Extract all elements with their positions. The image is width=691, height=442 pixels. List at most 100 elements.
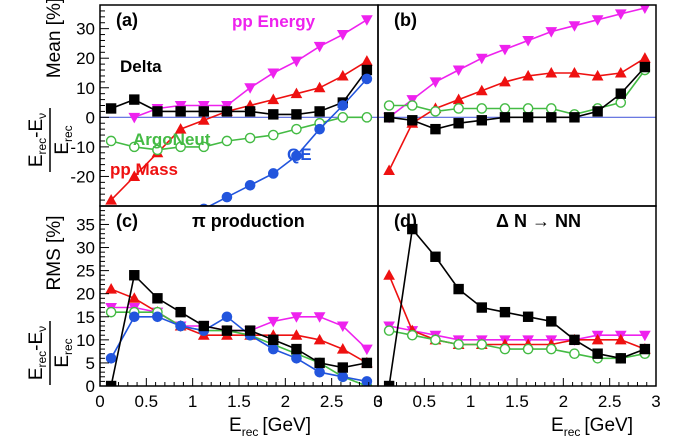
- series-annotation-pp-energy: pp Energy: [232, 12, 316, 31]
- data-point-pp-mass: [105, 283, 117, 294]
- data-point-argoneut: [430, 334, 441, 346]
- y-tick-label: 20: [76, 49, 95, 68]
- data-point-delta: [244, 325, 256, 336]
- series-line-pp-mass: [388, 57, 646, 171]
- data-point-delta: [546, 112, 557, 123]
- data-point-delta: [476, 302, 487, 313]
- panel-frame: [99, 205, 379, 387]
- panel-title: Δ N → NN: [496, 211, 581, 231]
- xlabel-unit: [GeV]: [584, 415, 633, 436]
- data-point-delta: [268, 334, 279, 346]
- series-qe: [199, 73, 373, 206]
- data-point-delta: [522, 112, 534, 123]
- data-point-delta: [383, 380, 395, 386]
- xlabel-unit: [GeV]: [262, 415, 311, 436]
- num-sub2: ν: [35, 113, 49, 119]
- data-point-argoneut: [383, 325, 395, 336]
- data-point-argoneut: [361, 112, 373, 123]
- data-point-delta: [244, 106, 256, 117]
- data-point-pp-energy: [290, 56, 303, 68]
- data-point-delta: [129, 270, 140, 281]
- data-point-delta: [221, 106, 233, 117]
- data-point-pp-energy: [128, 112, 141, 124]
- data-point-argoneut: [383, 100, 395, 111]
- y-tick-label: 0: [86, 377, 95, 396]
- num-sub2: ν: [35, 326, 49, 332]
- panel-title: π production: [192, 211, 305, 231]
- data-point-pp-mass: [290, 329, 303, 340]
- series-annotation-delta: Delta: [120, 57, 162, 76]
- series-line-pp-energy: [388, 325, 645, 341]
- data-point-pp-mass: [545, 66, 558, 78]
- xlabel-E: E: [551, 415, 564, 436]
- data-point-delta: [383, 112, 395, 123]
- data-point-pp-mass: [361, 55, 373, 66]
- data-point-delta: [569, 334, 580, 346]
- data-point-argoneut: [453, 339, 464, 350]
- data-point-delta: [615, 353, 626, 364]
- data-point-pp-energy: [639, 5, 650, 14]
- bottom-ylabel-unit: RMS [%]: [44, 216, 65, 291]
- data-point-argoneut: [175, 141, 186, 153]
- data-point-delta: [430, 123, 441, 135]
- data-point-pp-mass: [128, 170, 141, 181]
- data-point-qe: [291, 353, 302, 364]
- y-tick-label: 30: [76, 20, 95, 39]
- y-tick-label: -10: [70, 138, 95, 157]
- data-point-delta: [152, 106, 163, 117]
- panel-a: -20 -10 0 10 20 30 (a) pp Energy Delta ArgoNeut pp…: [70, 4, 379, 207]
- data-point-pp-energy: [361, 15, 373, 26]
- data-point-delta: [453, 283, 464, 295]
- series-line-pp-energy: [388, 7, 646, 118]
- data-point-delta: [105, 380, 117, 386]
- x-tick-label: 1.5: [505, 392, 529, 411]
- den-sub: rec: [61, 125, 75, 142]
- x-tick-label: 0: [373, 392, 382, 411]
- data-point-argoneut: [221, 135, 233, 147]
- data-point-delta: [152, 293, 163, 304]
- data-point-pp-mass: [591, 69, 604, 81]
- data-point-argoneut: [545, 343, 557, 355]
- data-point-delta: [522, 311, 534, 322]
- x-tick-label: 0: [95, 392, 104, 411]
- data-point-argoneut: [430, 106, 441, 117]
- data-point-delta: [291, 343, 302, 355]
- data-point-argoneut: [105, 306, 117, 318]
- num-E: E: [26, 367, 47, 380]
- data-point-pp-energy: [545, 27, 558, 38]
- data-point-delta: [291, 109, 302, 120]
- series-pp-mass: [383, 52, 651, 176]
- data-point-argoneut: [615, 97, 627, 108]
- bottom-y-axis-title: RMS [%] Erec-Eν Erec: [26, 216, 75, 385]
- data-point-argoneut: [522, 343, 534, 355]
- series-delta: [105, 270, 373, 386]
- data-point-argoneut: [476, 103, 488, 114]
- data-point-pp-mass: [128, 292, 141, 303]
- panel-d: 0 0.5 1 1.5 2 2.5 3 (d) Δ N → NN: [373, 205, 661, 411]
- data-point-pp-mass: [313, 81, 326, 93]
- data-point-pp-energy: [568, 21, 581, 32]
- data-point-delta: [361, 64, 373, 76]
- series-pp-mass: [383, 269, 651, 354]
- x-tick-label: 0.5: [135, 392, 159, 411]
- x-tick-label: 2: [281, 392, 290, 411]
- data-point-delta: [221, 325, 233, 336]
- data-point-pp-mass: [568, 66, 581, 78]
- data-point-pp-mass: [336, 343, 349, 354]
- x-tick-label: 2.5: [598, 392, 622, 411]
- den-sub: rec: [61, 338, 75, 355]
- data-point-pp-mass: [614, 66, 627, 78]
- data-point-delta: [361, 357, 373, 369]
- data-point-argoneut: [198, 141, 210, 153]
- series-argoneut: [105, 112, 373, 156]
- series-line-delta: [388, 227, 646, 386]
- series-qe: [105, 311, 373, 386]
- data-point-pp-mass: [639, 52, 651, 63]
- x-tick-label: 3: [373, 392, 382, 411]
- num-E: E: [26, 154, 47, 167]
- data-point-pp-energy: [197, 101, 210, 112]
- data-point-delta: [407, 115, 418, 126]
- panel-label: (a): [116, 10, 138, 30]
